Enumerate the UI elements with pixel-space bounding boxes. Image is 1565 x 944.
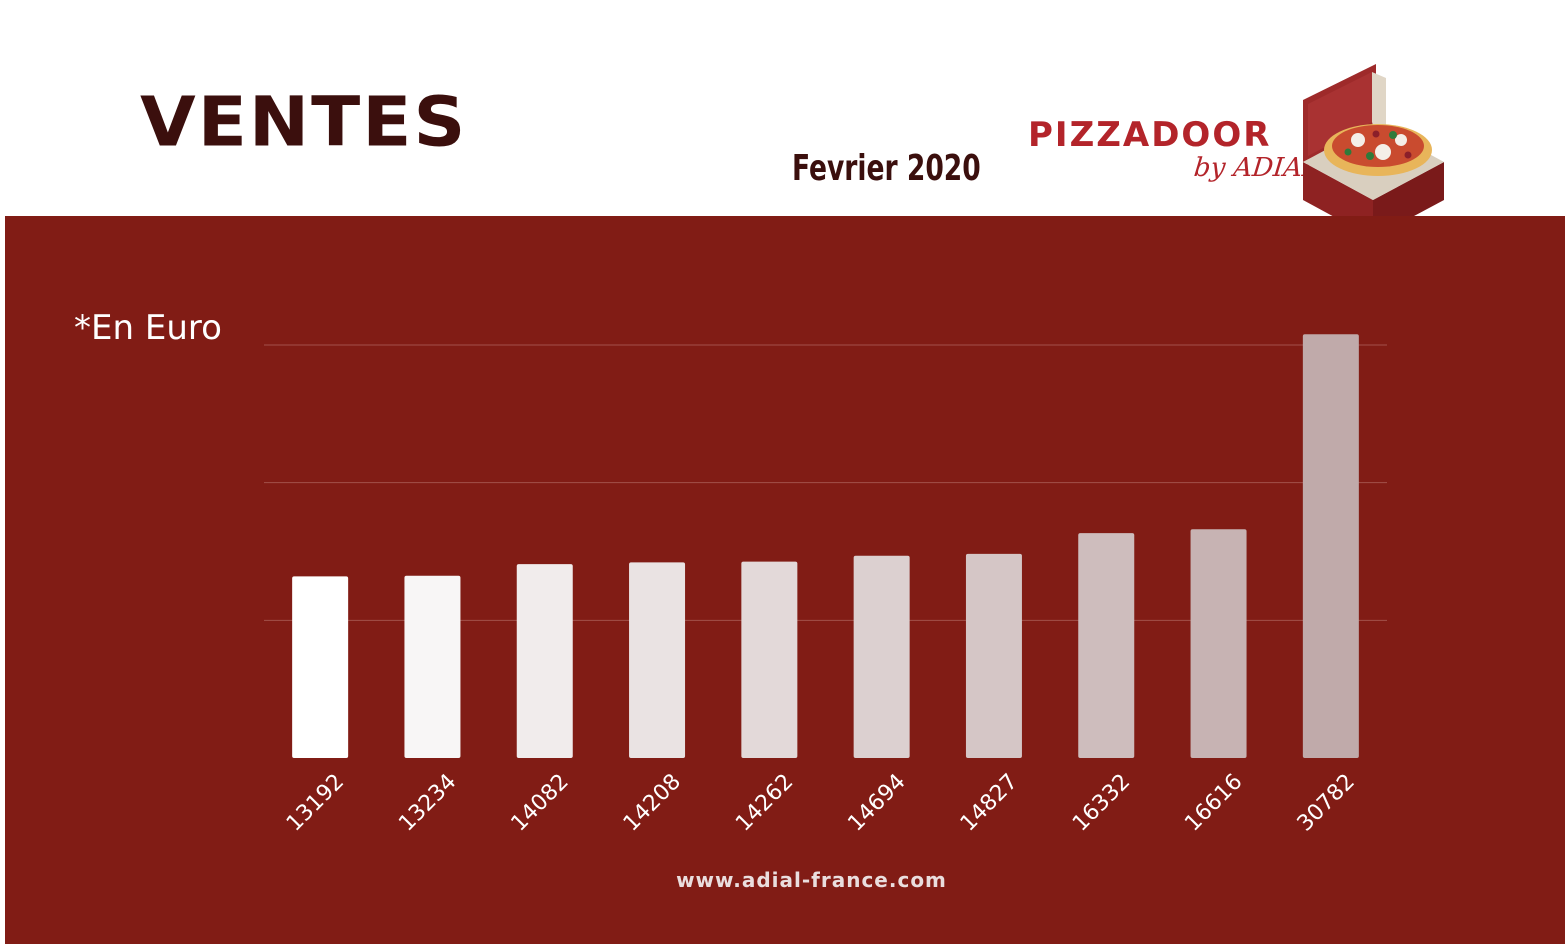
page-title: VENTES	[140, 82, 468, 162]
footer-url: www.adial-france.com	[676, 868, 947, 892]
x-tick-label: 13192	[282, 769, 349, 836]
logo-wordmark: PIZZADOOR	[1028, 115, 1272, 155]
x-tick-label: 14208	[619, 769, 686, 836]
x-tick-label: 16616	[1180, 769, 1247, 836]
period-subtitle: Fevrier 2020	[792, 148, 981, 189]
pizza-box-icon	[1303, 64, 1444, 238]
bar-13192	[292, 576, 349, 758]
x-tick-label: 14694	[843, 769, 910, 836]
x-tick-label: 14082	[507, 769, 574, 836]
bar-16616	[1190, 529, 1247, 758]
x-tick-label: 13234	[394, 769, 461, 836]
x-tick-label: 14827	[956, 769, 1023, 836]
bar-14208	[629, 562, 686, 758]
x-tick-label: 14262	[731, 769, 798, 836]
bar-14694	[853, 555, 910, 758]
x-tick-label: 30782	[1293, 769, 1360, 836]
bar-30782	[1302, 334, 1359, 758]
bar-16332	[1078, 533, 1135, 758]
unit-note: *En Euro	[74, 308, 222, 348]
bar-14082	[516, 564, 573, 758]
bar-13234	[404, 575, 461, 758]
x-tick-label: 16332	[1068, 769, 1135, 836]
bar-14827	[965, 553, 1022, 758]
brand-logo: PIZZADOOR by ADIAL	[1028, 60, 1448, 242]
bar-14262	[741, 561, 798, 758]
